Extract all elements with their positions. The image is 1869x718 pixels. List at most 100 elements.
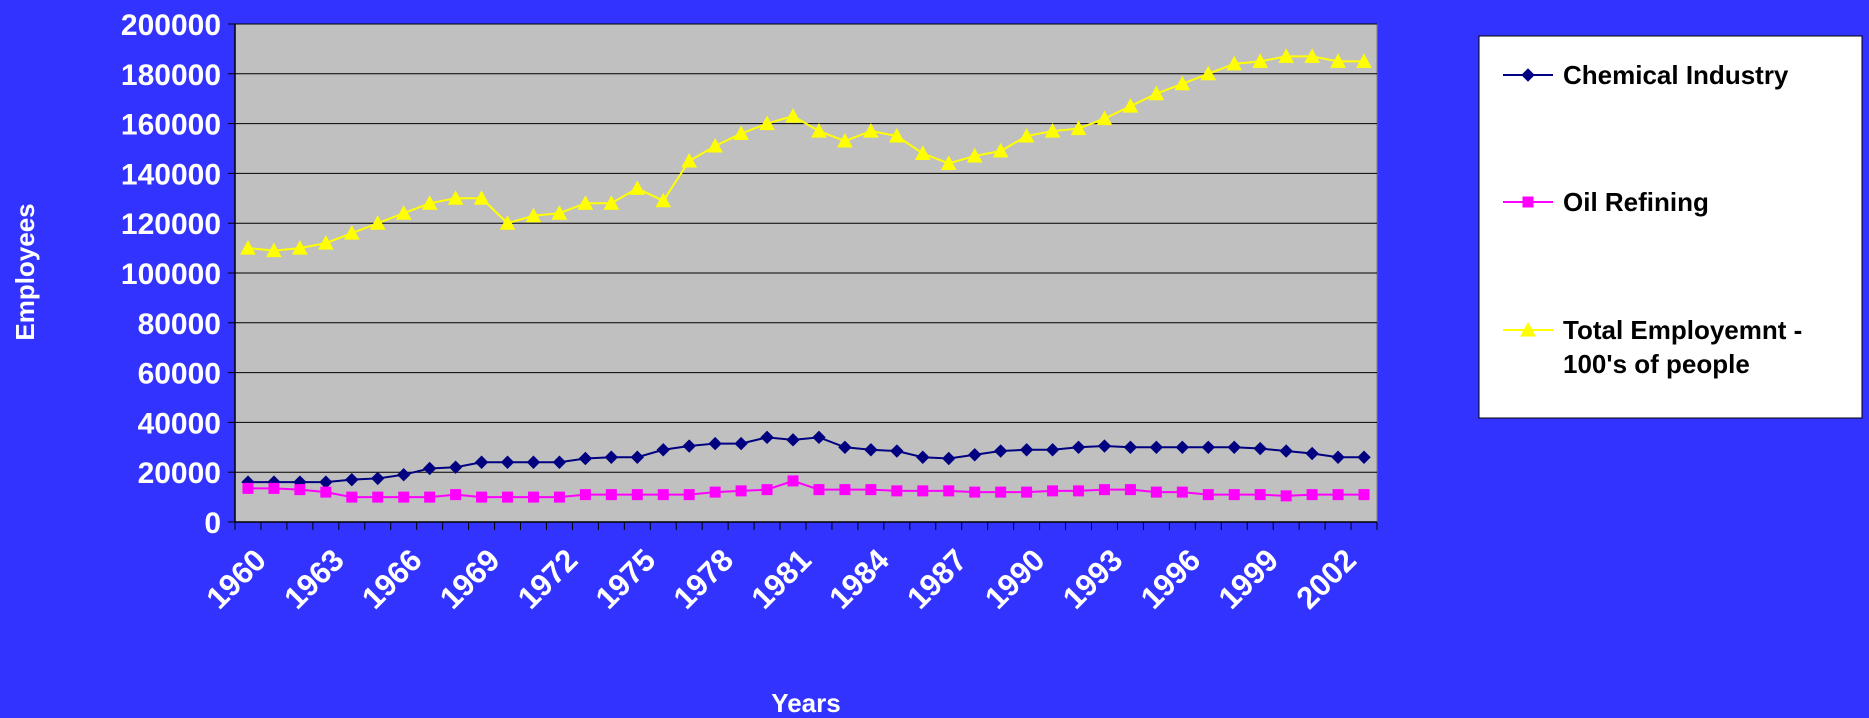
data-point xyxy=(1124,484,1136,496)
x-tick-label: 1981 xyxy=(744,542,818,616)
data-point xyxy=(1149,440,1164,455)
data-point xyxy=(396,467,411,482)
x-tick-label: 1972 xyxy=(511,542,585,616)
data-point xyxy=(682,439,696,453)
data-point xyxy=(629,180,646,195)
x-axis-ticks: 1960 1963 1966 1969 1972 1975 1978 1981 1984 1987… xyxy=(199,522,1378,616)
data-point xyxy=(1306,489,1318,501)
data-point xyxy=(1150,486,1162,498)
y-tick-label: 180000 xyxy=(121,59,221,92)
legend-marker xyxy=(1521,68,1535,82)
data-point xyxy=(890,444,904,458)
data-point xyxy=(578,451,593,466)
data-point xyxy=(1331,450,1345,464)
data-point xyxy=(292,240,308,255)
x-tick-label: 1966 xyxy=(355,542,429,616)
data-point xyxy=(630,450,645,464)
legend-label-line: Total Employemnt - xyxy=(1563,315,1802,345)
data-point xyxy=(1176,486,1188,498)
data-point xyxy=(733,125,749,141)
data-point xyxy=(1358,489,1370,501)
data-point xyxy=(683,489,695,501)
data-point xyxy=(447,190,464,205)
legend-label: Chemical Industry xyxy=(1563,60,1789,90)
data-point xyxy=(864,443,878,457)
data-point xyxy=(709,486,721,498)
y-tick-label: 160000 xyxy=(121,109,221,142)
data-point xyxy=(1305,446,1319,461)
y-axis-ticks: 0 20000 40000 60000 80000 100000 120000 140000 1… xyxy=(121,9,235,540)
data-point xyxy=(943,485,955,497)
data-point xyxy=(605,489,617,501)
data-point xyxy=(1073,485,1085,497)
data-point xyxy=(450,489,462,501)
legend-marker xyxy=(1522,196,1534,208)
data-point xyxy=(707,137,723,153)
data-point xyxy=(811,123,827,138)
data-point xyxy=(1227,440,1241,455)
x-tick-label: 1987 xyxy=(900,542,974,616)
data-point xyxy=(787,475,799,487)
data-point xyxy=(1253,441,1267,456)
x-tick-label: 1975 xyxy=(589,542,663,616)
data-point xyxy=(966,147,983,163)
x-tick-label: 1993 xyxy=(1056,542,1130,616)
data-point xyxy=(1044,123,1061,138)
data-point xyxy=(1304,48,1320,63)
data-point xyxy=(967,448,982,462)
data-point xyxy=(914,145,931,160)
data-point xyxy=(657,489,669,501)
data-point xyxy=(473,190,490,205)
y-tick-label: 0 xyxy=(204,507,221,540)
data-point xyxy=(1279,444,1293,458)
data-point xyxy=(1200,65,1217,81)
data-point xyxy=(369,215,386,230)
x-tick-label: 1984 xyxy=(822,542,896,616)
data-point xyxy=(242,482,254,494)
data-point xyxy=(1148,85,1165,101)
data-point xyxy=(1330,53,1346,68)
data-point xyxy=(1226,55,1243,71)
data-point xyxy=(553,491,565,503)
data-point xyxy=(1045,443,1060,457)
data-point xyxy=(813,484,825,496)
data-point xyxy=(372,491,384,503)
data-point xyxy=(759,115,775,131)
data-point xyxy=(916,450,930,464)
data-point xyxy=(839,484,851,496)
data-point xyxy=(422,461,437,476)
data-point xyxy=(969,486,981,498)
data-point xyxy=(579,489,591,501)
x-tick-label: 1969 xyxy=(433,542,507,616)
data-point xyxy=(837,132,853,148)
data-point xyxy=(1278,48,1294,63)
x-tick-label: 2002 xyxy=(1290,542,1364,616)
x-tick-label: 1999 xyxy=(1212,542,1286,616)
data-point xyxy=(476,491,488,503)
data-point xyxy=(502,491,514,503)
data-point xyxy=(474,455,489,469)
y-tick-label: 80000 xyxy=(138,308,221,341)
data-point xyxy=(1070,120,1087,136)
data-point xyxy=(500,455,515,469)
data-point xyxy=(786,433,800,447)
data-point xyxy=(1228,489,1240,501)
data-point xyxy=(760,430,774,445)
legend-label-line: 100's of people xyxy=(1563,349,1750,379)
y-tick-label: 120000 xyxy=(121,208,221,241)
data-point xyxy=(526,455,541,469)
data-point xyxy=(577,195,594,210)
data-point xyxy=(525,207,542,223)
data-point xyxy=(917,485,929,497)
data-point xyxy=(1175,440,1190,455)
x-tick-label: 1960 xyxy=(199,542,273,616)
y-axis-label: Employees xyxy=(10,203,40,340)
legend-entry-0: Chemical Industry xyxy=(1503,60,1789,90)
legend-marker xyxy=(1520,321,1536,337)
data-point xyxy=(398,491,410,503)
data-point xyxy=(863,123,879,138)
data-point xyxy=(1201,440,1216,455)
data-point xyxy=(343,225,360,240)
y-tick-label: 40000 xyxy=(138,407,221,440)
legend-box xyxy=(1478,35,1863,419)
